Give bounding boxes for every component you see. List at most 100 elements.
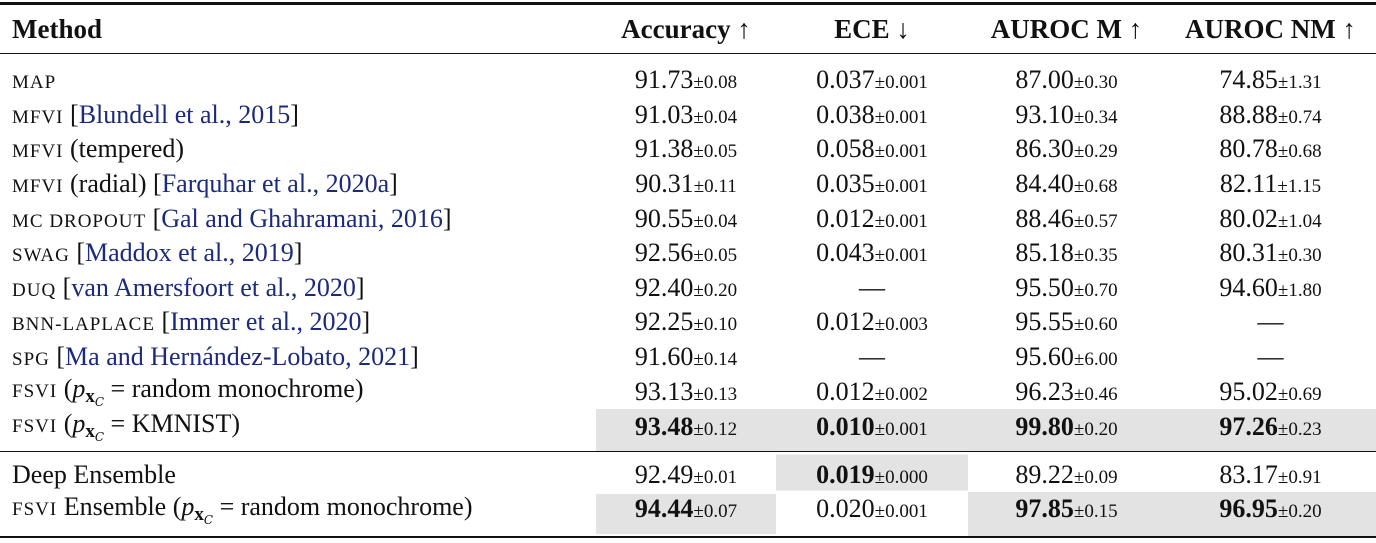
value-cell: 91.38±0.05 [596, 132, 776, 167]
std: ±0.68 [1277, 141, 1322, 163]
value: 90.55 [634, 203, 694, 233]
value: 80.78 [1219, 134, 1278, 164]
value-cell: 91.03±0.04 [596, 98, 776, 133]
value-cell: 80.02±1.04 [1165, 201, 1376, 236]
std: ±0.14 [693, 349, 738, 371]
method-cite: Maddox et al., 2019 [85, 238, 294, 268]
method-sub: x [85, 386, 95, 408]
std: ±0.60 [1073, 314, 1118, 336]
std: ±0.04 [693, 210, 738, 232]
std: ±0.69 [1277, 383, 1322, 405]
std: ±0.30 [1073, 72, 1118, 94]
value-cell: 88.88±0.74 [1165, 98, 1376, 133]
std: ±0.001 [874, 245, 928, 267]
method-plain: ( [57, 374, 73, 404]
method-cell: MC DROPOUT [Gal and Ghahramani, 2016] [0, 201, 596, 236]
method-sc: SPG [12, 349, 50, 371]
table-row: MC DROPOUT [Gal and Ghahramani, 2016] 90.… [0, 201, 1376, 236]
method-math: p [181, 491, 195, 521]
table-row: DUQ [van Amersfoort et al., 2020] 92.40±0… [0, 271, 1376, 306]
value-cell: — [1165, 305, 1376, 340]
value: 89.22 [1015, 459, 1074, 489]
value: 90.31 [635, 169, 694, 199]
value: 0.012 [816, 376, 875, 406]
std: ±0.29 [1073, 141, 1118, 163]
value-cell: 89.22±0.09 [968, 452, 1165, 492]
value-cell: 83.17±0.91 [1165, 452, 1376, 492]
std: ±0.07 [693, 501, 738, 523]
std: ±6.00 [1073, 349, 1118, 371]
value: 0.043 [816, 238, 875, 268]
table-row: BNN-LAPLACE [Immer et al., 2020] 92.25±0.… [0, 305, 1376, 340]
table-section: MAP 91.73±0.08 0.037±0.001 87.00±0.30 74.85±… [0, 54, 1376, 452]
value-cell: 0.037±0.001 [776, 54, 968, 98]
table-header: Method Accuracy ↑ ECE ↓ AUROC M ↑ AUROC NM ↑ [0, 3, 1376, 54]
value-cell: 90.31±0.11 [596, 167, 776, 202]
method-plain: [ [63, 99, 79, 129]
method-plain: = random monochrome) [104, 374, 364, 404]
method-cell: MFVI [Blundell et al., 2015] [0, 98, 596, 133]
value-cell: 92.40±0.20 [596, 271, 776, 306]
method-sc: FSVI [12, 416, 58, 438]
value: 91.03 [634, 99, 694, 129]
std: ±0.000 [874, 466, 928, 488]
method-plain: [ [49, 342, 66, 372]
value-cell: 96.23±0.46 [968, 374, 1165, 409]
value-cell: 95.50±0.70 [968, 271, 1165, 306]
std: ±0.35 [1073, 245, 1118, 267]
method-plain: Ensemble ( [57, 491, 182, 521]
method-sc: MC DROPOUT [12, 210, 147, 232]
method-plain: = random monochrome) [213, 491, 473, 521]
std: ±0.10 [693, 314, 738, 336]
std: ±1.80 [1277, 279, 1322, 301]
value-cell: 0.020±0.001 [776, 492, 968, 537]
method-math: p [72, 409, 86, 439]
std: ±0.23 [1277, 418, 1322, 440]
std: ±1.31 [1277, 72, 1322, 94]
value: 92.56 [634, 238, 694, 268]
value-cell: 0.012±0.001 [776, 201, 968, 236]
value: 74.85 [1219, 65, 1278, 95]
value-cell: — [776, 340, 968, 375]
value: 88.88 [1219, 99, 1278, 129]
value: 0.012 [816, 307, 875, 337]
method-cite: Immer et al., 2020 [170, 307, 362, 337]
value-cell: 82.11±1.15 [1165, 167, 1376, 202]
value-cell: 93.48±0.12 [596, 409, 776, 452]
std: ±0.001 [874, 141, 928, 163]
value: 86.30 [1015, 134, 1074, 164]
table-row: SWAG [Maddox et al., 2019] 92.56±0.05 0.04… [0, 236, 1376, 271]
method-subsub: C [203, 512, 214, 527]
value: — [859, 342, 885, 372]
std: ±0.01 [693, 466, 738, 488]
method-sub: x [194, 503, 204, 525]
value: 80.31 [1219, 238, 1278, 268]
method-sc: BNN-LAPLACE [12, 314, 155, 336]
std: ±0.46 [1073, 383, 1118, 405]
method-cell: MFVI (radial) [Farquhar et al., 2020a] [0, 167, 596, 202]
std: ±0.91 [1277, 466, 1322, 488]
value-cell: 97.26±0.23 [1165, 409, 1376, 452]
value: — [1257, 307, 1284, 337]
table-section: Deep Ensemble 92.49±0.01 0.019±0.000 89.22±… [0, 451, 1376, 537]
method-plain: [ [146, 203, 162, 233]
value: 0.012 [816, 203, 875, 233]
value: 94.44 [634, 494, 694, 524]
header-row: Method Accuracy ↑ ECE ↓ AUROC M ↑ AUROC NM ↑ [0, 3, 1376, 54]
value: 91.60 [634, 342, 694, 372]
value: — [859, 272, 885, 302]
value-cell: 0.019±0.000 [776, 451, 968, 492]
value-cell: 80.78±0.68 [1165, 132, 1376, 167]
method-cell: FSVI (pxC = KMNIST) [0, 409, 596, 452]
method-cell: SPG [Ma and Hernández-Lobato, 2021] [0, 340, 596, 375]
std: ±0.09 [1073, 466, 1118, 488]
value: 99.80 [1015, 411, 1074, 441]
method-cell: BNN-LAPLACE [Immer et al., 2020] [0, 305, 596, 340]
method-cite: Blundell et al., 2015 [78, 99, 291, 129]
value-cell: 95.02±0.69 [1165, 374, 1376, 409]
value: 0.019 [816, 459, 875, 489]
method-cell: Deep Ensemble [0, 452, 596, 492]
method-cell: SWAG [Maddox et al., 2019] [0, 236, 596, 271]
method-cite: Ma and Hernández-Lobato, 2021 [65, 342, 411, 372]
value-cell: 99.80±0.20 [968, 409, 1165, 452]
